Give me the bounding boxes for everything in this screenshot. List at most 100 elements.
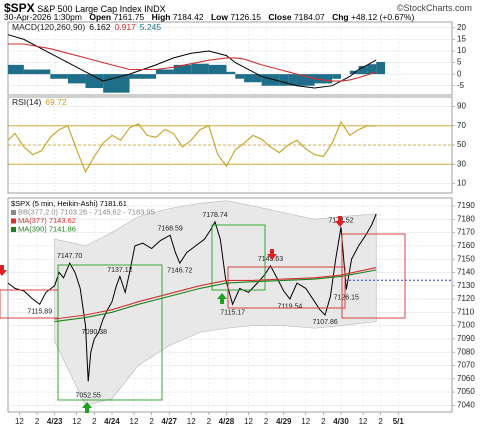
signal-arrow [82, 402, 92, 413]
quote-label: Close [268, 12, 292, 22]
histogram-bar [208, 64, 227, 75]
quote-label: Chg [332, 12, 349, 22]
x-tick-label: 2 [264, 417, 269, 426]
y-tick-label: 10 [457, 46, 466, 55]
histogram-bar [296, 74, 315, 86]
histogram-bar [129, 74, 156, 79]
histogram-bar [235, 74, 245, 79]
quote-line: 30-Apr-2026 1:30pm Open 7161.75 High 718… [4, 12, 476, 22]
y-tick-label: 7190 [457, 201, 475, 210]
price-annotation: 7145.63 [258, 256, 283, 263]
series-line [7, 213, 377, 382]
y-tick-label: 7070 [457, 361, 475, 370]
legend-entry: MA(377) 7143.62 [18, 216, 76, 225]
price-annotation: 7052.55 [76, 393, 101, 400]
price-annotation: 7115.17 [220, 309, 245, 316]
x-tick-label: 12 [301, 417, 310, 426]
y-tick-label: 7130 [457, 281, 475, 290]
histogram-bar [67, 74, 86, 84]
y-tick-label: 7050 [457, 387, 475, 396]
x-tick-label: 2 [321, 417, 326, 426]
price-annotation: 7119.54 [278, 303, 303, 310]
price-annotation: 7090.38 [82, 329, 107, 336]
quote-value: 7161.75 [113, 12, 145, 22]
histogram-bar [85, 74, 104, 89]
x-tick-label: 4/29 [276, 417, 292, 426]
y-tick-label: 7180 [457, 214, 475, 223]
histogram-bar [279, 74, 289, 86]
y-tick-label: 90 [457, 102, 466, 111]
signal-arrow [267, 249, 277, 260]
y-tick-label: 7170 [457, 228, 475, 237]
y-tick-label: 5 [457, 58, 462, 67]
histogram-bar [288, 74, 297, 86]
histogram-bar [332, 74, 341, 79]
histogram-bar [376, 61, 386, 75]
price-annotation: 7137.12 [107, 267, 132, 274]
header: $SPX S&P 500 Large Cap Index INDX ©Stock… [4, 1, 476, 15]
legend-title: MACD(120,260,90) [12, 22, 85, 32]
quote-label: Low [210, 12, 228, 22]
histogram-bar [261, 74, 280, 86]
y-tick-label: 20 [457, 23, 466, 32]
y-tick-label: 7080 [457, 347, 475, 356]
y-tick-label: 7100 [457, 321, 475, 330]
y-tick-label: 50 [457, 140, 466, 149]
price-annotation: 7107.86 [312, 319, 337, 326]
histogram-bar [226, 71, 236, 75]
signal-arrow [0, 265, 7, 276]
x-tick-label: 4/23 [47, 417, 63, 426]
legend-entry: 6.162 [89, 22, 111, 32]
price-annotation: 7126.15 [334, 295, 359, 302]
legend-entry: MA(390) 7141.86 [18, 224, 76, 233]
price-annotation: 7115.89 [27, 308, 52, 315]
quote-label: Open [89, 12, 112, 22]
quote-value: 7184.42 [172, 12, 204, 22]
legend-entry: 5.245 [140, 22, 162, 32]
y-tick-label: -5 [457, 81, 465, 90]
datetime: 30-Apr-2026 1:30pm [4, 12, 82, 22]
legend-title: RSI(14) [12, 97, 41, 107]
x-tick-label: 2 [207, 417, 212, 426]
y-tick-label: 7110 [457, 307, 475, 316]
index-name: S&P 500 Large Cap Index [37, 4, 142, 14]
drawn-box [211, 224, 266, 291]
x-tick-label: 12 [15, 417, 24, 426]
panel-legend: MACD(120,260,90) 6.162 0.917 5.245 [12, 22, 161, 32]
legend-entry: $SPX (5 min, Heikin-Ashi) 7181.61 [11, 199, 127, 208]
y-tick-label: 7060 [457, 374, 475, 383]
bollinger-band [54, 200, 377, 406]
y-tick-label: 30 [457, 159, 466, 168]
x-tick-label: 12 [359, 417, 368, 426]
x-tick-label: 4/27 [161, 417, 177, 426]
quote-label: High [151, 12, 171, 22]
x-tick-label: 2 [35, 417, 40, 426]
exchange: INDX [144, 4, 166, 14]
y-tick-label: 10 [457, 179, 466, 188]
x-tick-label: 12 [72, 417, 81, 426]
x-tick-label: 4/30 [333, 417, 349, 426]
y-tick-label: 7160 [457, 241, 475, 250]
y-tick-label: 7140 [457, 268, 475, 277]
series-line [54, 269, 377, 323]
price-annotation: 7147.70 [57, 253, 82, 260]
quote-value: 7184.07 [293, 12, 325, 22]
x-tick-label: 4/28 [219, 417, 235, 426]
series-line [54, 267, 377, 320]
histogram-bar [156, 69, 174, 75]
annotation-layer [0, 216, 452, 413]
y-tick-label: 7150 [457, 254, 475, 263]
x-tick-label: 12 [187, 417, 196, 426]
signal-arrow [335, 216, 345, 227]
price-annotation: 7146.72 [167, 267, 192, 274]
histogram-bar [244, 74, 262, 83]
drawn-box [227, 266, 346, 309]
price-annotation: 7168.59 [157, 225, 182, 232]
quote-value: 7126.15 [230, 12, 262, 22]
price-annotation: 7178.74 [202, 212, 227, 219]
y-tick-label: 7120 [457, 294, 475, 303]
x-tick-label: 2 [92, 417, 97, 426]
y-tick-label: 7040 [457, 400, 475, 409]
